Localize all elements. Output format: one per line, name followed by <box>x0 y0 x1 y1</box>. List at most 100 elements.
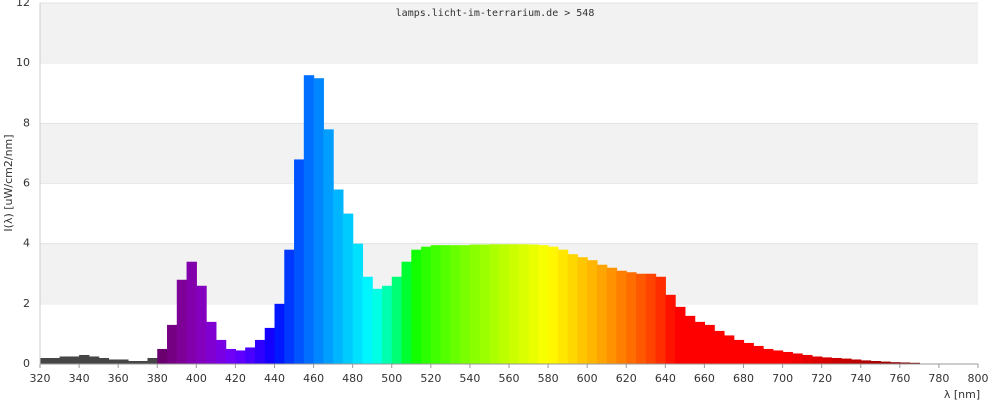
spectrum-bar <box>899 362 911 364</box>
spectrum-bar <box>176 279 188 364</box>
spectrum-bar <box>167 324 178 364</box>
spectrum-bar <box>606 267 618 364</box>
spectrum-bar <box>841 358 852 364</box>
x-tick-label: 780 <box>928 372 949 385</box>
spectrum-bar <box>694 321 706 364</box>
x-tick-label: 460 <box>303 372 324 385</box>
spectrum-bar <box>821 357 833 364</box>
x-tick-label: 560 <box>499 372 520 385</box>
spectrum-bar <box>723 335 735 364</box>
spectrum-bar <box>714 330 725 364</box>
spectrum-bar <box>411 249 422 364</box>
x-tick-label: 660 <box>694 372 715 385</box>
spectrum-bar <box>450 245 461 364</box>
spectrum-bar <box>850 359 862 364</box>
spectrum-bar <box>763 348 774 364</box>
spectrum-bar <box>352 243 364 364</box>
x-tick-label: 400 <box>186 372 207 385</box>
spectrum-bar <box>860 360 872 364</box>
spectrum-bar <box>284 249 295 364</box>
spectrum-bar <box>548 246 559 364</box>
spectrum-bar <box>626 272 637 364</box>
spectrum-bar <box>215 339 227 364</box>
spectrum-bar <box>596 264 608 364</box>
spectrum-bar <box>186 261 197 364</box>
y-tick-label: 6 <box>23 177 30 190</box>
y-tick-label: 8 <box>23 116 30 129</box>
spectrum-bar <box>557 249 569 364</box>
x-tick-label: 500 <box>381 372 402 385</box>
x-tick-label: 340 <box>69 372 90 385</box>
spectrum-bar <box>792 353 803 364</box>
spectrum-bar <box>362 276 373 364</box>
x-tick-label: 760 <box>889 372 910 385</box>
spectrum-bar <box>108 359 119 364</box>
spectrum-bar <box>98 357 109 364</box>
spectrum-bar <box>890 362 901 364</box>
spectrum-bar <box>782 351 793 364</box>
spectrum-bar <box>157 348 168 364</box>
x-tick-label: 580 <box>538 372 559 385</box>
spectrum-bar <box>381 285 393 364</box>
x-tick-label: 680 <box>733 372 754 385</box>
spectrum-bar <box>118 359 129 364</box>
spectrum-bar <box>831 357 842 364</box>
spectrum-bar <box>206 321 217 364</box>
spectrum-bar <box>313 78 324 364</box>
spectrum-bar <box>254 339 266 364</box>
spectrum-bar <box>538 245 549 364</box>
spectrum-bar <box>577 257 588 364</box>
spectrum-bar <box>421 246 432 364</box>
spectrum-bar <box>333 189 344 364</box>
x-tick-label: 740 <box>850 372 871 385</box>
x-tick-label: 640 <box>655 372 676 385</box>
y-tick-label: 0 <box>23 357 30 370</box>
y-tick-label: 10 <box>16 56 30 69</box>
spectrum-bar <box>391 276 403 364</box>
spectrum-bar <box>772 350 784 364</box>
spectrum-bar <box>196 285 207 364</box>
spectrum-bar <box>264 327 276 364</box>
spectrum-bar <box>802 354 813 364</box>
spectrum-bar <box>675 306 686 364</box>
x-tick-label: 420 <box>225 372 246 385</box>
x-tick-label: 700 <box>772 372 793 385</box>
spectrum-bar <box>665 294 676 364</box>
spectrum-bar <box>684 315 696 364</box>
x-tick-label: 440 <box>264 372 285 385</box>
spectrum-bar <box>616 270 627 364</box>
spectrum-bar <box>225 348 237 364</box>
spectrum-bar <box>127 360 139 364</box>
x-tick-label: 380 <box>147 372 168 385</box>
spectrum-bar <box>733 339 745 364</box>
y-tick-label: 4 <box>23 237 30 250</box>
x-tick-label: 480 <box>342 372 363 385</box>
grid-band <box>40 3 978 64</box>
spectrum-bar <box>235 350 246 364</box>
spectrum-bar <box>69 356 80 364</box>
chart-title: lamps.licht-im-terrarium.de > 548 <box>396 8 595 19</box>
spectrum-bar <box>147 357 158 364</box>
y-axis-label: I(λ) [uW/cm2/nm] <box>2 134 15 231</box>
spectrum-bar <box>811 356 823 364</box>
spectrum-bar <box>509 244 520 364</box>
spectrum-bar <box>137 360 149 364</box>
spectrum-bar <box>430 245 442 364</box>
spectrum-bar <box>245 347 256 364</box>
spectrum-bar <box>489 244 500 364</box>
x-tick-label: 800 <box>968 372 989 385</box>
spectrum-bar <box>636 273 647 364</box>
x-tick-label: 320 <box>30 372 51 385</box>
spectrum-bar <box>587 260 598 364</box>
spectrum-bar <box>401 261 412 364</box>
spectrum-bar <box>753 345 764 364</box>
y-tick-label: 2 <box>23 297 30 310</box>
spectrum-bar <box>323 129 334 364</box>
x-axis-label: λ [nm] <box>944 388 980 400</box>
spectrum-bar <box>518 244 530 364</box>
spectrum-bar <box>528 244 539 364</box>
spectrum-bar <box>479 244 491 364</box>
spectrum-bar <box>59 356 70 364</box>
spectrum-bar <box>342 213 354 364</box>
